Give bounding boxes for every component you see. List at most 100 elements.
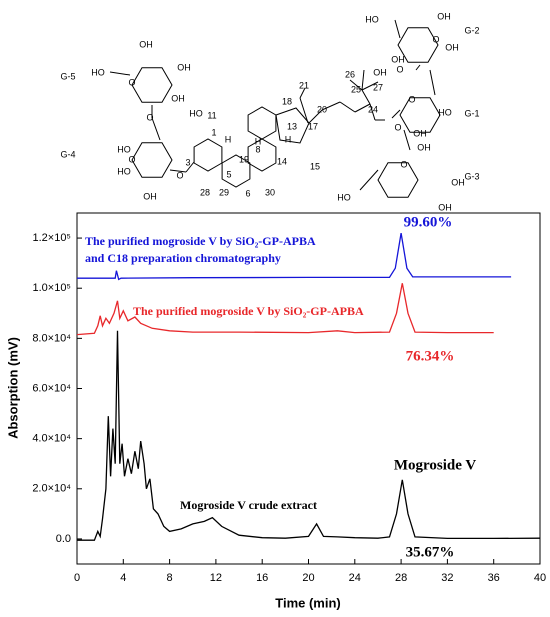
- structure-label: OH: [413, 128, 427, 138]
- y-tick-label: 0.0: [56, 533, 71, 545]
- structure-label: 21: [299, 80, 309, 90]
- structure-label: 11: [207, 110, 216, 120]
- structure-label: HO: [438, 107, 452, 117]
- structure-label: OH: [373, 67, 387, 77]
- structure-label: H: [285, 134, 292, 144]
- structure-label: O: [128, 77, 135, 87]
- structure-label: 8: [255, 144, 260, 154]
- structure-label: HO: [117, 166, 131, 176]
- structure-label: 14: [277, 156, 287, 166]
- x-tick-label: 12: [210, 572, 222, 584]
- bond: [361, 81, 379, 91]
- structure-label: OH: [451, 177, 465, 187]
- structure-label: 6: [245, 188, 250, 198]
- structure-label: OH: [143, 191, 157, 201]
- bond: [369, 103, 376, 121]
- structure-label: HO: [365, 14, 379, 24]
- series-line: [77, 232, 512, 281]
- ring: [131, 142, 173, 178]
- structure-label: 30: [265, 187, 275, 197]
- structure-label: G-5: [60, 71, 75, 81]
- structure-label: 5: [226, 169, 231, 179]
- structure-label: G-2: [464, 25, 479, 35]
- y-tick-label: 1.2×10⁵: [32, 232, 71, 244]
- bond: [403, 129, 411, 151]
- series-label: The purified mogroside V by SiO₂-GP-APBA: [133, 304, 364, 318]
- structure-label: O: [400, 159, 407, 169]
- bond: [109, 71, 131, 76]
- structure-label: 17: [308, 121, 318, 131]
- bond: [429, 69, 436, 96]
- bond: [361, 69, 365, 91]
- structure: [109, 19, 441, 198]
- structure-label: 19: [239, 154, 249, 164]
- structure-label: 20: [317, 104, 327, 114]
- y-tick-label: 2.0×10⁴: [32, 483, 71, 495]
- structure-label: O: [394, 122, 401, 132]
- bond: [354, 103, 371, 113]
- structure-label: HO: [337, 192, 351, 202]
- ring: [193, 138, 223, 172]
- structure-label: OH: [171, 93, 185, 103]
- structure-label: 15: [310, 161, 320, 171]
- x-axis-title: Time (min): [275, 595, 341, 610]
- bond: [415, 64, 421, 71]
- annotation: 99.60%: [404, 214, 453, 230]
- structure-label: H: [225, 134, 232, 144]
- structure-label: 24: [368, 104, 378, 114]
- structure-label: OH: [139, 39, 153, 49]
- structure-label: O: [128, 154, 135, 164]
- structure-label: OH: [438, 202, 452, 212]
- structure-label: O: [432, 34, 439, 44]
- structure-label: 13: [287, 121, 297, 131]
- structure-label: 25: [351, 84, 361, 94]
- annotation: Mogroside V: [394, 457, 477, 473]
- structure-label: O: [396, 64, 403, 74]
- x-tick-label: 40: [534, 572, 546, 584]
- bond: [339, 101, 356, 113]
- structure-label: OH: [177, 62, 191, 72]
- structure-label: O: [408, 94, 415, 104]
- bond: [321, 101, 341, 111]
- structure-label: 28: [200, 187, 210, 197]
- bond: [151, 117, 161, 141]
- y-tick-label: 6.0×10⁴: [32, 382, 71, 394]
- structure-label: OH: [417, 142, 431, 152]
- x-tick-label: 36: [488, 572, 500, 584]
- x-tick-label: 24: [349, 572, 361, 584]
- ring: [221, 154, 251, 188]
- ring: [247, 138, 277, 172]
- ring: [377, 162, 419, 198]
- annotation: 76.34%: [406, 348, 455, 364]
- structure-label: 29: [219, 187, 229, 197]
- bond: [169, 169, 187, 173]
- x-tick-label: 16: [256, 572, 268, 584]
- series-label: Mogroside V crude extract: [180, 498, 317, 512]
- bond: [391, 109, 401, 119]
- bond: [349, 79, 363, 91]
- structure-label: G-1: [464, 108, 479, 118]
- y-tick-label: 1.0×10⁵: [32, 282, 71, 294]
- structure-label: 3: [185, 157, 190, 167]
- structure-label: HO: [91, 67, 105, 77]
- x-tick-label: 32: [441, 572, 453, 584]
- bond: [361, 89, 371, 105]
- series-line: [77, 330, 541, 541]
- series-line: [76, 283, 494, 336]
- structure-label: 18: [282, 96, 292, 106]
- structure-label: 27: [373, 82, 383, 92]
- bond: [299, 97, 309, 124]
- bond: [299, 87, 306, 99]
- bond: [185, 161, 195, 173]
- bond: [359, 169, 379, 191]
- annotation: 35.67%: [406, 544, 455, 560]
- ring: [131, 67, 173, 103]
- structure-label: OH: [445, 42, 459, 52]
- structure-label: OH: [437, 11, 451, 21]
- y-axis-title: Absorption (mV): [5, 337, 20, 439]
- structure-label: 1: [211, 127, 216, 137]
- x-tick-label: 4: [120, 572, 126, 584]
- structure-label: O: [146, 112, 153, 122]
